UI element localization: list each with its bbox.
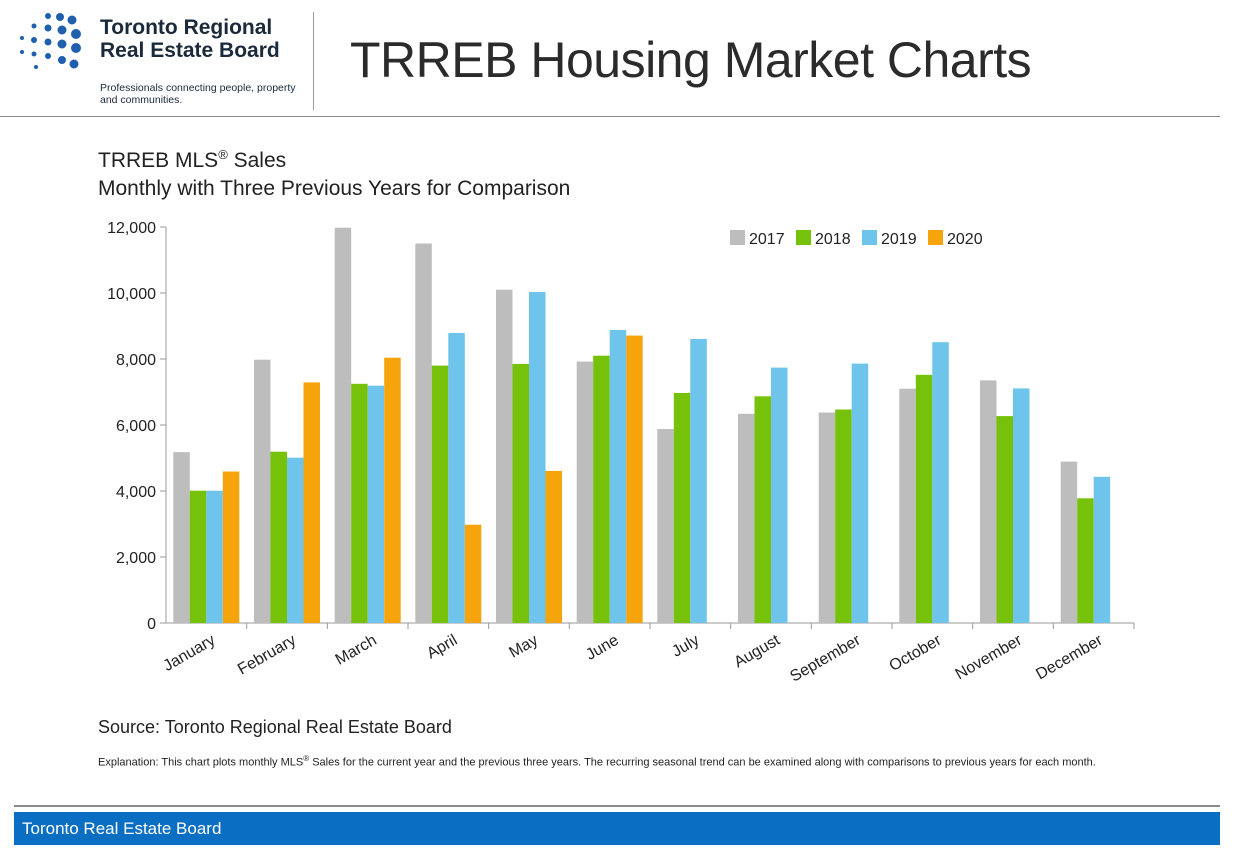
bar-2019-october (932, 342, 949, 623)
bar-2017-september (818, 412, 836, 623)
y-tick-label: 10,000 (107, 286, 156, 303)
x-tick-label: September (787, 631, 864, 685)
bar-2020-march (384, 357, 401, 623)
x-tick-label: December (1033, 631, 1106, 683)
header-divider (313, 12, 314, 110)
footer-bar: Toronto Real Estate Board (14, 812, 1220, 845)
bar-2017-march (334, 227, 352, 623)
bar-2018-may (512, 363, 529, 623)
legend-label-2019: 2019 (881, 231, 917, 248)
x-tick-label: June (583, 632, 622, 664)
bar-2019-november (1013, 388, 1030, 623)
chart-subtitle: Monthly with Three Previous Years for Co… (98, 177, 571, 200)
bar-2020-june (626, 335, 643, 623)
registered-mark: ® (218, 147, 228, 162)
bar-2019-july (690, 338, 707, 623)
x-tick-label: April (424, 632, 460, 663)
bar-2017-december (1060, 461, 1078, 623)
bar-2020-may (545, 470, 562, 623)
y-tick-label: 0 (147, 616, 156, 633)
trreb-logo[interactable]: Toronto Regional Real Estate Board Profe… (14, 12, 314, 112)
y-tick-label: 4,000 (116, 484, 156, 501)
bar-2019-april (448, 332, 465, 623)
bar-2017-august (738, 413, 755, 623)
bar-2017-july (657, 429, 674, 623)
bar-2018-june (593, 355, 610, 623)
bar-2017-june (576, 361, 594, 623)
legend-label-2020: 2020 (947, 231, 983, 248)
chart-title-tail: Sales (227, 149, 287, 172)
logo-name: Toronto Regional Real Estate Board (100, 16, 280, 62)
bar-2020-february (303, 382, 320, 623)
header: Toronto Regional Real Estate Board Profe… (0, 0, 1242, 118)
legend-swatch-2017 (730, 230, 745, 245)
explanation-part2: Sales for the current year and the previ… (309, 756, 1096, 769)
legend-label-2017: 2017 (749, 231, 785, 248)
explanation-note: Explanation: This chart plots monthly ML… (98, 752, 1148, 770)
bar-2019-may (529, 292, 546, 623)
bar-2017-october (899, 388, 916, 623)
bar-2018-august (754, 396, 771, 623)
x-tick-label: August (731, 631, 783, 671)
x-tick-label: November (953, 631, 1026, 683)
bar-2018-september (835, 409, 852, 623)
bar-2019-september (851, 363, 869, 623)
header-rule (0, 116, 1220, 117)
legend-swatch-2019 (862, 230, 877, 245)
logo-line2: Real Estate Board (100, 39, 280, 62)
y-tick-label: 8,000 (116, 352, 156, 369)
bar-2020-april (464, 524, 482, 623)
page-title: TRREB Housing Market Charts (350, 32, 1032, 88)
source-note: Source: Toronto Regional Real Estate Boa… (98, 717, 452, 737)
bar-2020-january (222, 471, 240, 623)
bar-2019-december (1093, 476, 1111, 623)
chart-title: TRREB MLS® Sales (98, 142, 286, 174)
bar-2018-march (351, 383, 368, 623)
legend-swatch-2018 (796, 230, 811, 245)
bar-2018-july (673, 393, 691, 623)
bar-2018-february (270, 451, 287, 623)
x-tick-label: July (669, 632, 702, 661)
x-tick-label: May (506, 632, 541, 662)
bar-2019-february (287, 457, 304, 623)
bar-2017-february (254, 359, 271, 623)
legend-label-2018: 2018 (815, 231, 851, 248)
bar-2018-january (189, 490, 207, 623)
bar-2019-march (367, 385, 385, 623)
bar-2017-april (415, 243, 432, 623)
x-tick-label: October (887, 631, 945, 675)
bar-2018-october (915, 374, 933, 623)
y-tick-label: 6,000 (116, 418, 156, 435)
explanation-part1: Explanation: This chart plots monthly ML… (98, 756, 304, 769)
bar-2017-january (173, 452, 190, 623)
x-tick-label: January (161, 632, 219, 675)
y-tick-label: 2,000 (116, 550, 156, 567)
bar-2017-november (980, 380, 997, 623)
chart-title-main: TRREB MLS (98, 149, 219, 172)
x-tick-label: March (333, 632, 380, 669)
bar-2019-august (771, 367, 788, 623)
footer-text: Toronto Real Estate Board (22, 819, 222, 838)
bar-2018-november (996, 416, 1013, 623)
logo-line1: Toronto Regional (100, 16, 273, 39)
sales-bar-chart: 0 2,000 4,000 6,000 8,000 10,000 12,000 January… (107, 220, 1135, 686)
bar-2019-june (609, 330, 627, 623)
bar-2018-december (1077, 498, 1094, 623)
bar-2018-april (431, 365, 449, 623)
y-tick-label: 12,000 (107, 220, 156, 237)
explanation-reg: ® (303, 754, 310, 763)
bar-2017-may (496, 289, 513, 623)
logo-tagline: Professionals connecting people, propert… (100, 82, 296, 106)
legend-swatch-2020 (928, 230, 943, 245)
footer-rule (14, 805, 1220, 807)
x-tick-label: February (235, 632, 299, 679)
bar-2019-january (206, 490, 223, 623)
logo-dots-icon (20, 13, 81, 69)
